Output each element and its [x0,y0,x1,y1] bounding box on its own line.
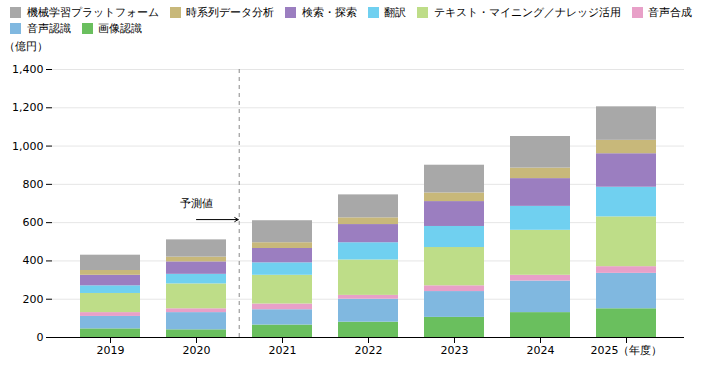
html-text:テキスト・マイニング／ナレッジ活用: テキスト・マイニング／ナレッジ活用 [433,5,621,19]
svg-text:2019: 2019 [97,344,125,357]
html-text:音声合成: 音声合成 [648,5,692,19]
svg-text:400: 400 [23,254,44,267]
svg-text:2024: 2024 [527,344,555,357]
html-text:時系列データ分析: 時系列データ分析 [186,5,274,19]
svg-text:200: 200 [23,293,44,306]
html-text:音声認識: 音声認識 [26,22,71,36]
svg-text:2021: 2021 [269,344,297,357]
svg-text:1,400: 1,400 [12,63,44,76]
svg-text:2020: 2020 [183,344,211,357]
html-text:機械学習プラットフォーム: 機械学習プラットフォーム [26,5,159,19]
svg-text:2025（年度）: 2025（年度） [591,344,663,357]
svg-text:0: 0 [37,331,44,344]
svg-text:2023: 2023 [441,344,469,357]
svg-text:予測値: 予測値 [180,197,213,210]
html-text:翻訳: 翻訳 [384,5,406,19]
html-text:画像認識: 画像認識 [98,22,142,36]
svg-text:1,200: 1,200 [12,101,44,114]
svg-text:800: 800 [23,178,44,191]
svg-text:600: 600 [23,216,44,229]
svg-text:1,000: 1,000 [12,140,44,153]
html-text:検索・探索: 検索・探索 [301,5,357,19]
svg-text:2022: 2022 [355,344,383,357]
svg-text:（億円）: （億円） [4,40,48,53]
